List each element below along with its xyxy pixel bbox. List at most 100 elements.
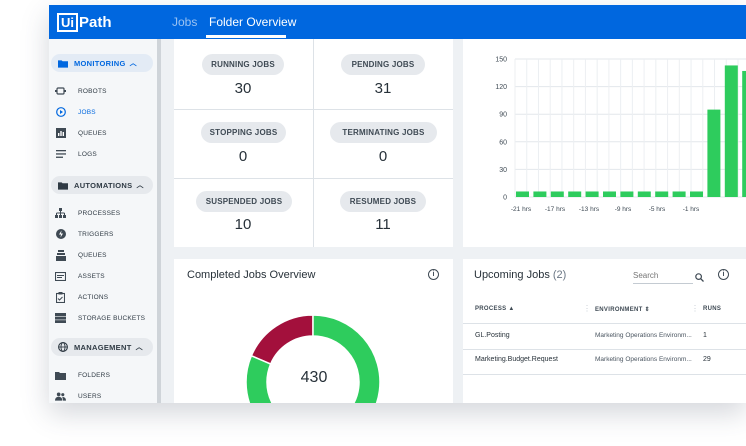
- x-tick-label: -5 hrs: [649, 206, 666, 213]
- tab-folder-overview[interactable]: Folder Overview: [209, 15, 297, 29]
- chevron-up-icon: ︿: [136, 182, 144, 189]
- sidebar-item-label: JOBS: [78, 108, 96, 116]
- upcoming-jobs-title-text: Upcoming Jobs: [474, 269, 550, 281]
- robot-icon: [55, 86, 66, 97]
- pending-jobs-count: 31: [374, 80, 392, 97]
- sidebar-item-users[interactable]: USERS: [55, 389, 101, 403]
- sidebar-item-storage-buckets[interactable]: STORAGE BUCKETS: [55, 311, 145, 325]
- resumed-jobs-count: 11: [375, 216, 391, 233]
- x-tick-label: -21 hrs: [511, 206, 532, 213]
- column-header-environment[interactable]: ENVIRONMENT ⇕: [595, 306, 650, 313]
- bar: [585, 191, 599, 197]
- uipath-logo[interactable]: Ui Path: [57, 12, 112, 32]
- bar-chart-icon: [55, 128, 66, 139]
- divider: [463, 349, 746, 350]
- stopping-jobs-count: 0: [238, 148, 248, 165]
- sidebar-item-robots[interactable]: ROBOTS: [55, 84, 107, 98]
- row-environment: Marketing Operations Environm...: [595, 332, 692, 339]
- y-tick-label: 90: [499, 112, 507, 119]
- pending-jobs-label[interactable]: PENDING JOBS: [341, 54, 425, 75]
- y-tick-label: 120: [495, 84, 507, 91]
- suspended-jobs-label[interactable]: SUSPENDED JOBS: [196, 191, 292, 212]
- upcoming-jobs-title: Upcoming Jobs (2): [474, 269, 566, 281]
- row-runs: 29: [703, 356, 711, 363]
- info-icon[interactable]: i: [428, 269, 439, 280]
- sidebar-section-label: MONITORING: [74, 58, 126, 68]
- x-tick-label: -1 hrs: [683, 206, 700, 213]
- sidebar-section-label: AUTOMATIONS: [74, 180, 133, 190]
- column-header-runs[interactable]: RUNS: [703, 306, 722, 312]
- folder-icon: [55, 370, 66, 381]
- folder-icon: [58, 180, 68, 190]
- clipboard-icon: [55, 291, 66, 303]
- folder-icon: [58, 58, 68, 68]
- bar: [568, 191, 582, 197]
- info-icon[interactable]: i: [718, 269, 729, 280]
- sidebar-scrollbar[interactable]: [157, 39, 161, 403]
- bar: [533, 191, 547, 197]
- column-header-label: ENVIRONMENT: [595, 307, 643, 313]
- sidebar-item-label: STORAGE BUCKETS: [78, 314, 146, 322]
- sidebar-item-triggers[interactable]: TRIGGERS: [55, 227, 114, 241]
- chevron-up-icon: ︿: [135, 344, 143, 351]
- sidebar-item-assets[interactable]: ASSETS: [55, 269, 105, 283]
- column-resize-handle[interactable]: ⋮: [583, 304, 591, 313]
- hierarchy-icon: [55, 208, 66, 219]
- chevron-up-icon: ︿: [129, 60, 137, 67]
- stopping-jobs-label[interactable]: STOPPING JOBS: [201, 122, 286, 143]
- logo-text: Path: [79, 13, 112, 31]
- bar: [620, 191, 634, 197]
- divider: [463, 374, 746, 375]
- sidebar-item-processes[interactable]: PROCESSES: [55, 206, 120, 220]
- column-header-process[interactable]: PROCESS ▲: [475, 306, 515, 312]
- row-environment: Marketing Operations Environm...: [595, 356, 692, 363]
- bar: [724, 65, 738, 197]
- sidebar-item-queues[interactable]: QUEUES: [55, 126, 107, 140]
- terminating-jobs-count: 0: [378, 148, 388, 165]
- app-window: Ui Path Jobs Folder Overview MONITORING …: [49, 5, 746, 403]
- resumed-jobs-label[interactable]: RESUMED JOBS: [340, 191, 426, 212]
- sidebar-item-queues-automation[interactable]: QUEUES: [55, 248, 107, 262]
- sidebar-item-label: LOGS: [78, 150, 97, 158]
- sidebar-item-folders[interactable]: FOLDERS: [55, 368, 110, 382]
- sidebar-item-label: USERS: [78, 392, 102, 400]
- asset-icon: [55, 271, 66, 282]
- sidebar-item-jobs[interactable]: JOBS: [55, 105, 96, 119]
- bar: [655, 191, 669, 197]
- jobs-bar-chart-card: 150 120 90 60 30 0 -21 hrs -17 hrs -13 hrs -9 hrs…: [463, 39, 746, 247]
- sidebar-section-label: MANAGEMENT: [74, 342, 132, 352]
- sidebar-item-label: FOLDERS: [78, 371, 111, 379]
- search-icon[interactable]: [695, 269, 704, 287]
- donut-slice: [245, 314, 381, 403]
- search-input[interactable]: [633, 267, 693, 284]
- bar: [672, 191, 686, 197]
- upcoming-jobs-card: Upcoming Jobs (2) i PROCESS ▲ ⋮ ENVIRONM…: [463, 259, 746, 403]
- completed-jobs-card: Completed Jobs Overview i 430: [174, 259, 453, 403]
- row-process: Marketing.Budget.Request: [475, 356, 558, 363]
- sidebar-section-management[interactable]: MANAGEMENT ︿: [51, 338, 153, 356]
- sort-icon: ⇕: [644, 307, 650, 313]
- logo-box: Ui: [57, 12, 78, 32]
- terminating-jobs-label[interactable]: TERMINATING JOBS: [330, 122, 437, 143]
- sidebar-section-monitoring[interactable]: MONITORING ︿: [51, 54, 153, 72]
- sidebar-item-label: QUEUES: [78, 129, 107, 137]
- breadcrumb-jobs[interactable]: Jobs: [172, 15, 198, 29]
- sidebar-item-label: QUEUES: [78, 251, 107, 259]
- completed-jobs-title: Completed Jobs Overview: [187, 269, 316, 281]
- sidebar-item-label: ROBOTS: [78, 87, 107, 95]
- top-bar: Ui Path Jobs Folder Overview: [49, 5, 746, 39]
- x-tick-label: -17 hrs: [545, 206, 566, 213]
- sidebar-item-logs[interactable]: LOGS: [55, 147, 97, 161]
- sidebar-item-actions[interactable]: ACTIONS: [55, 290, 108, 304]
- sort-asc-icon: ▲: [508, 306, 515, 312]
- column-header-label: PROCESS: [475, 306, 507, 312]
- y-tick-label: 0: [503, 195, 507, 202]
- running-jobs-count: 30: [234, 80, 252, 97]
- sidebar-section-automations[interactable]: AUTOMATIONS ︿: [51, 176, 153, 194]
- column-resize-handle[interactable]: ⋮: [691, 304, 699, 313]
- users-icon: [55, 391, 66, 402]
- running-jobs-label[interactable]: RUNNING JOBS: [202, 54, 284, 75]
- lines-icon: [55, 149, 66, 160]
- divider: [313, 39, 314, 247]
- donut-slice: [250, 314, 314, 365]
